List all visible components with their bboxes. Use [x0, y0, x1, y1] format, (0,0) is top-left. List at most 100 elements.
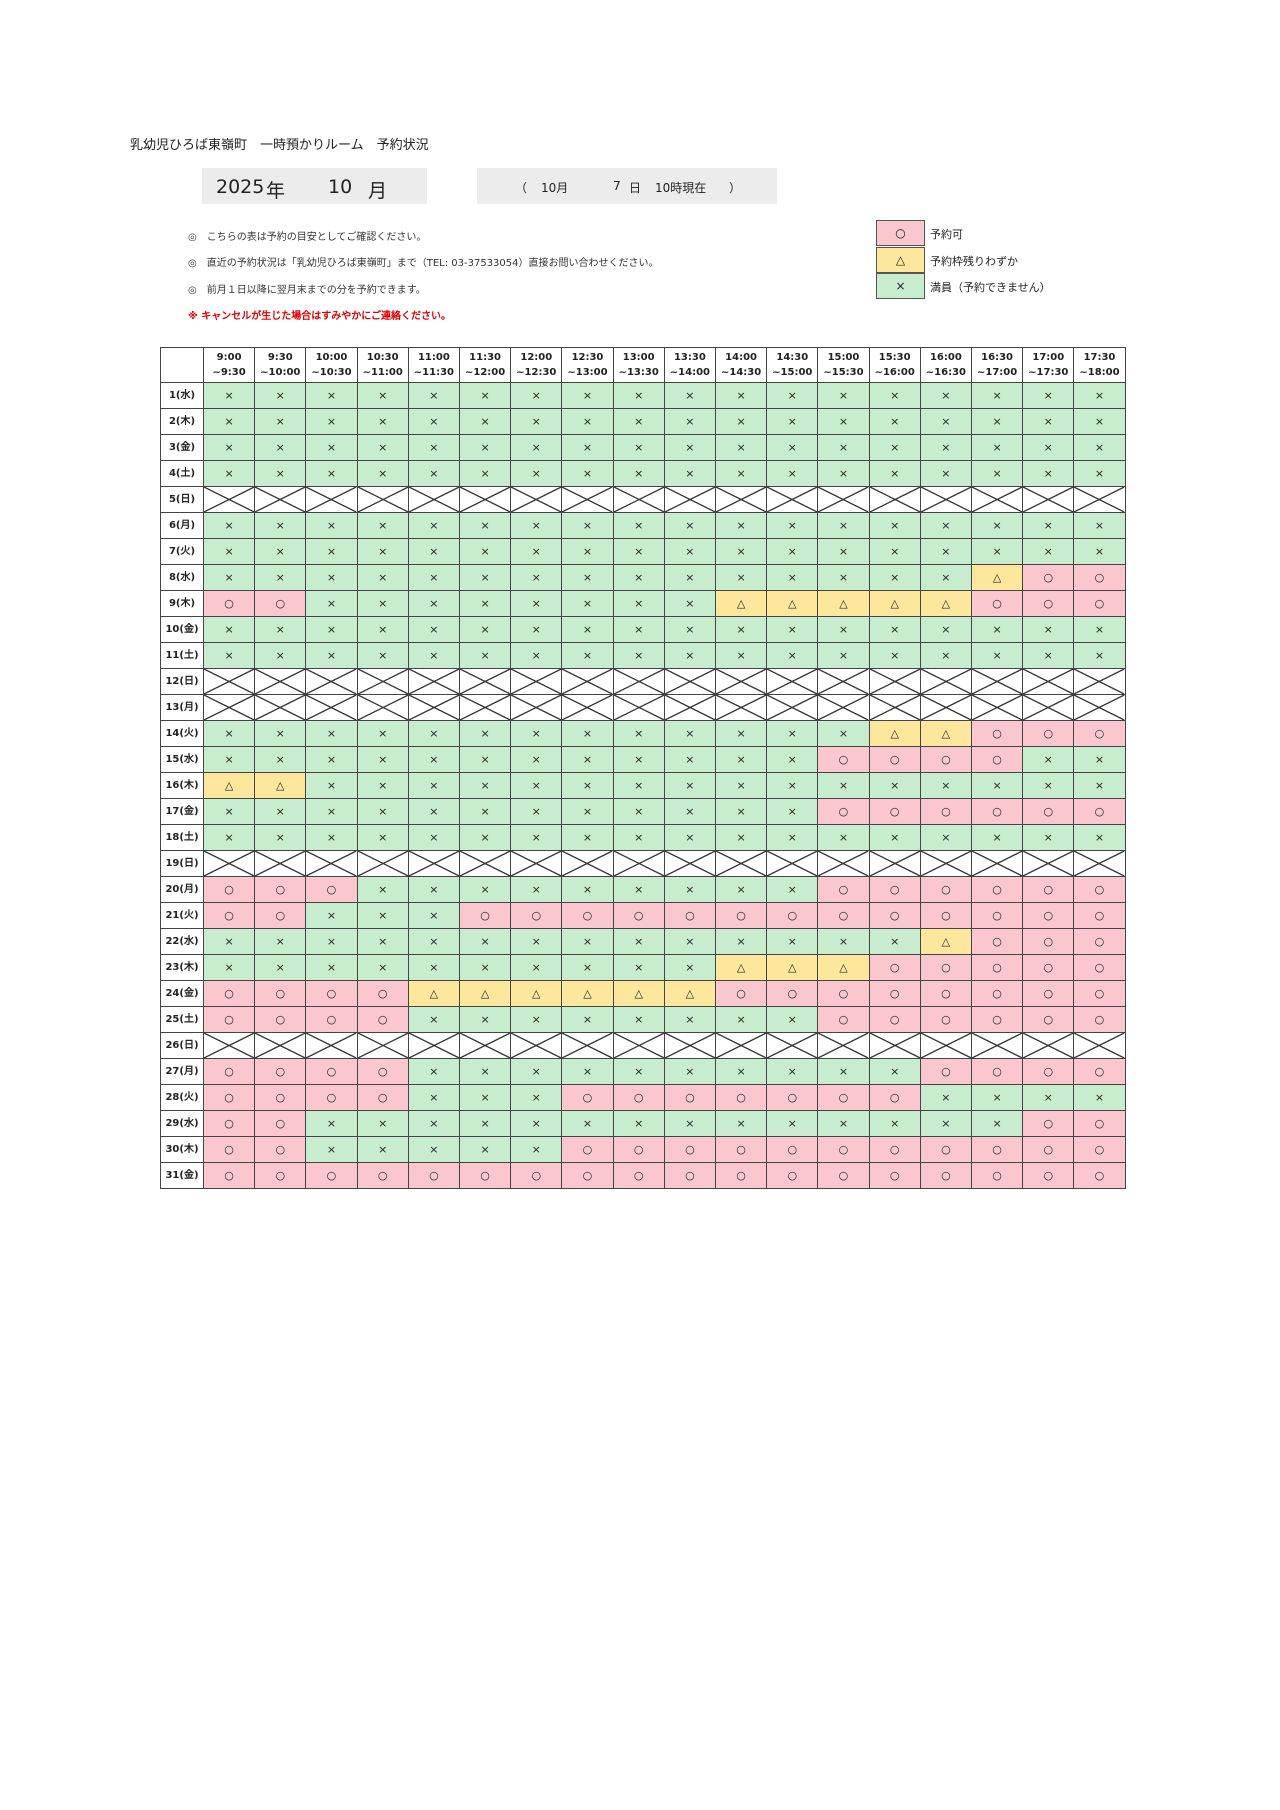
slot-status: ×: [511, 513, 563, 539]
slot-status: ×: [357, 383, 409, 409]
slot-status: ×: [511, 539, 563, 565]
cross-line: [716, 1033, 767, 1058]
closed-cross: [818, 695, 869, 720]
slot-status: ×: [818, 617, 870, 643]
slot-status: ×: [767, 461, 819, 487]
slot-status: ○: [1074, 1163, 1126, 1189]
slot-status: ×: [664, 773, 716, 799]
closed-cell: [357, 487, 409, 513]
corner-cell: [161, 348, 204, 383]
cross-line: [972, 669, 1023, 694]
cross-line: [920, 1033, 971, 1058]
slot-status: ○: [767, 1085, 819, 1111]
slot-status: ×: [613, 747, 665, 773]
slot-status: ×: [869, 773, 921, 799]
slot-status: ×: [562, 513, 614, 539]
closed-cell: [306, 695, 358, 721]
slot-status: ○: [357, 1059, 409, 1085]
closed-cross: [255, 851, 306, 876]
cross-line: [204, 1033, 255, 1058]
closed-cross: [869, 487, 920, 512]
cross-line: [869, 1033, 920, 1058]
slot-status: ×: [255, 435, 307, 461]
closed-cell: [306, 1033, 358, 1059]
slot-status: ×: [204, 513, 256, 539]
cross-line: [664, 695, 715, 720]
cross-line: [767, 1033, 818, 1058]
slot-status: ×: [306, 903, 358, 929]
slot-status: ○: [1074, 1007, 1126, 1033]
cross-line: [1023, 1033, 1074, 1058]
slot-status: △: [818, 591, 870, 617]
slot-status: ×: [460, 955, 512, 981]
slot-status: ×: [972, 773, 1024, 799]
slot-status: ○: [818, 799, 870, 825]
closed-cross: [562, 851, 613, 876]
closed-cell: [920, 669, 972, 695]
closed-cross: [613, 1033, 664, 1058]
slot-status: ×: [204, 461, 256, 487]
cross-line: [1074, 487, 1125, 512]
closed-cell: [716, 487, 768, 513]
closed-cross: [204, 851, 255, 876]
slot-start: 14:00: [725, 352, 758, 363]
closed-cross: [562, 695, 613, 720]
slot-status: ×: [306, 721, 358, 747]
slot-status: ×: [613, 383, 665, 409]
slot-status: ○: [306, 1007, 358, 1033]
closed-cell: [255, 487, 307, 513]
slot-status: ×: [818, 721, 870, 747]
day-label: 23(木): [161, 955, 204, 981]
slot-status: ○: [767, 1137, 819, 1163]
slot-status: ×: [818, 643, 870, 669]
slot-status: ×: [1074, 513, 1126, 539]
closed-cell: [1074, 1033, 1126, 1059]
slot-status: △: [869, 721, 921, 747]
slot-status: ×: [511, 955, 563, 981]
slot-status: ○: [920, 903, 972, 929]
closed-cell: [562, 669, 614, 695]
slot-status: ×: [972, 513, 1024, 539]
slot-status: ○: [613, 1085, 665, 1111]
cross-line: [613, 695, 664, 720]
closed-cross: [869, 669, 920, 694]
slot-status: ×: [204, 643, 256, 669]
closed-cross: [408, 669, 459, 694]
closed-cell: [357, 669, 409, 695]
closed-cross: [1074, 695, 1125, 720]
closed-cross: [818, 1033, 869, 1058]
slot-status: ○: [1023, 721, 1075, 747]
closed-cross: [511, 695, 562, 720]
closed-cross: [357, 851, 408, 876]
slot-status: ○: [869, 877, 921, 903]
closed-cross: [1023, 669, 1074, 694]
cross-line: [408, 487, 459, 512]
slot-status: ×: [306, 643, 358, 669]
slot-status: ○: [716, 903, 768, 929]
cross-line: [511, 487, 562, 512]
slot-status: ×: [664, 721, 716, 747]
slot-status: ○: [1023, 1163, 1075, 1189]
closed-cross: [357, 669, 408, 694]
slot-status: ○: [306, 877, 358, 903]
slot-status: ×: [460, 513, 512, 539]
closed-cross: [306, 851, 357, 876]
slot-status: ○: [204, 591, 256, 617]
slot-status: △: [716, 955, 768, 981]
slot-status: ○: [664, 1137, 716, 1163]
slot-status: ×: [562, 617, 614, 643]
slot-status: ×: [1023, 773, 1075, 799]
closed-cell: [613, 1033, 665, 1059]
slot-status: ×: [408, 721, 460, 747]
slot-status: ○: [562, 1163, 614, 1189]
day-label: 17(金): [161, 799, 204, 825]
closed-cell: [664, 487, 716, 513]
slot-status: ×: [357, 409, 409, 435]
slot-status: ○: [972, 721, 1024, 747]
slot-status: ×: [716, 1111, 768, 1137]
slot-status: ×: [460, 409, 512, 435]
closed-cell: [972, 669, 1024, 695]
slot-start: 14:30: [776, 352, 809, 363]
slot-status: ×: [972, 539, 1024, 565]
legend-label: 予約枠残りわずか: [930, 254, 1018, 268]
